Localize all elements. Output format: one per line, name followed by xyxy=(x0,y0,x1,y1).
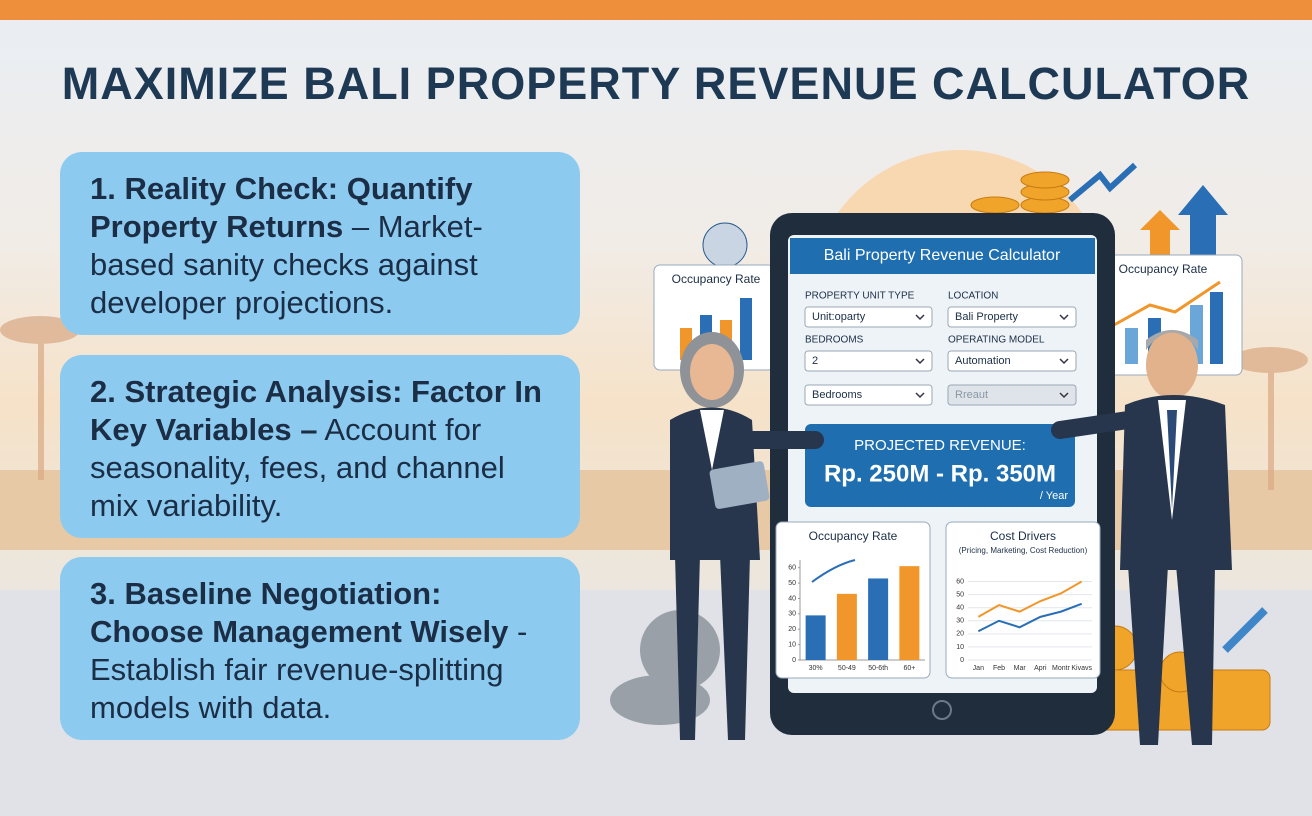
chevron xyxy=(1059,358,1069,365)
y-tick-label: 20 xyxy=(788,626,796,633)
x-tick-label: 30% xyxy=(809,665,823,672)
chevron xyxy=(1059,392,1069,399)
card: 3. Baseline Negotiation: Choose Manageme… xyxy=(60,557,580,740)
trend-arrow xyxy=(811,559,856,583)
field-label: OPERATING MODEL xyxy=(948,335,1045,346)
card-heading: 3. Baseline Negotiation: Choose Manageme… xyxy=(90,576,509,649)
y-tick-label: 0 xyxy=(792,657,796,664)
field-label: BEDROOMS xyxy=(805,335,864,346)
arrow xyxy=(1178,185,1228,255)
calculator-title: Bali Property Revenue Calculator xyxy=(824,247,1061,264)
chevron xyxy=(915,358,925,365)
y-tick-label: 10 xyxy=(956,644,964,651)
revenue-value: Rp. 250M - Rp. 350M xyxy=(824,460,1056,487)
palms xyxy=(0,316,1308,490)
top-band xyxy=(0,0,1312,20)
card-body: – Market-based sanity checks against dev… xyxy=(90,209,483,320)
field-label: LOCATION xyxy=(948,291,998,302)
select-value: Automation xyxy=(955,355,1011,367)
select-value: Bedrooms xyxy=(812,389,863,401)
select[interactable] xyxy=(804,306,933,328)
card: 2. Strategic Analysis: Factor In Key Var… xyxy=(60,355,580,538)
woman xyxy=(670,332,824,740)
arrow xyxy=(1222,607,1268,653)
dollar-coin xyxy=(702,222,748,268)
select[interactable] xyxy=(804,384,933,406)
y-tick-label: 10 xyxy=(788,641,796,648)
y-tick-label: 50 xyxy=(956,591,964,598)
x-tick-label: Mar xyxy=(1014,665,1027,672)
arrow xyxy=(1140,210,1180,255)
y-tick-label: 50 xyxy=(788,580,796,587)
field-label: PROPERTY UNIT TYPE xyxy=(805,291,915,302)
x-tick-label: Apri xyxy=(1034,665,1047,672)
select-value: Bali Property xyxy=(955,311,1018,323)
man xyxy=(1051,330,1232,745)
chart-subtitle: (Pricing, Marketing, Cost Reduction) xyxy=(959,546,1088,555)
y-tick-label: 30 xyxy=(956,618,964,625)
chevron xyxy=(915,392,925,399)
select[interactable] xyxy=(947,306,1077,328)
revenue-box xyxy=(805,424,1075,507)
page-title: MAXIMIZE BALI PROPERTY REVENUE CALCULATO… xyxy=(61,58,1251,109)
y-tick-label: 40 xyxy=(956,605,964,612)
bar xyxy=(836,593,857,660)
x-tick-label: 50-49 xyxy=(838,665,856,672)
card-body: - Establish fair revenue-splitting model… xyxy=(90,614,528,725)
chevron xyxy=(915,314,925,321)
x-tick-label: Jan xyxy=(973,665,984,672)
x-tick-label: Montr xyxy=(1052,665,1071,672)
select[interactable] xyxy=(947,350,1077,372)
card-body: Account for seasonality, fees, and chann… xyxy=(90,412,505,523)
x-tick-label: 60+ xyxy=(903,665,915,672)
x-tick-label: 50-6th xyxy=(868,665,888,672)
chart-title: Occupancy Rate xyxy=(809,529,898,543)
y-tick-label: 20 xyxy=(956,631,964,638)
select[interactable] xyxy=(804,350,933,372)
chevron xyxy=(1059,314,1069,321)
home-button xyxy=(932,700,952,720)
arrow xyxy=(1068,162,1138,203)
revenue-label: PROJECTED REVENUE: xyxy=(854,437,1026,454)
x-tick-label: Feb xyxy=(993,665,1005,672)
line xyxy=(977,580,1083,618)
revenue-unit: / Year xyxy=(1040,490,1068,502)
bar xyxy=(868,578,889,660)
chart-title: Cost Drivers xyxy=(990,529,1056,543)
select-value: Unit:oparty xyxy=(812,311,866,323)
x-tick-label: Kivavs xyxy=(1071,665,1092,672)
card-heading: 2. Strategic Analysis: Factor In Key Var… xyxy=(90,374,542,447)
y-tick-label: 60 xyxy=(788,565,796,572)
select-value: 2 xyxy=(812,355,818,367)
select-value: Rreaut xyxy=(955,389,988,401)
y-tick-label: 0 xyxy=(960,657,964,664)
card: 1. Reality Check: Quantify Property Retu… xyxy=(60,152,580,335)
side-panel-title: Occupancy Rate xyxy=(1119,262,1208,276)
line xyxy=(977,602,1083,633)
side-panel-title: Occupancy Rate xyxy=(672,272,761,286)
calculator-header xyxy=(790,238,1095,274)
y-tick-label: 60 xyxy=(956,578,964,585)
card-heading: 1. Reality Check: Quantify Property Retu… xyxy=(90,171,473,244)
side-panel: Occupancy Rate xyxy=(653,264,775,371)
select[interactable] xyxy=(947,384,1077,406)
bar xyxy=(899,566,920,660)
chart-panel xyxy=(945,521,1101,679)
y-tick-label: 30 xyxy=(788,611,796,618)
y-tick-label: 40 xyxy=(788,595,796,602)
bar xyxy=(805,615,826,660)
